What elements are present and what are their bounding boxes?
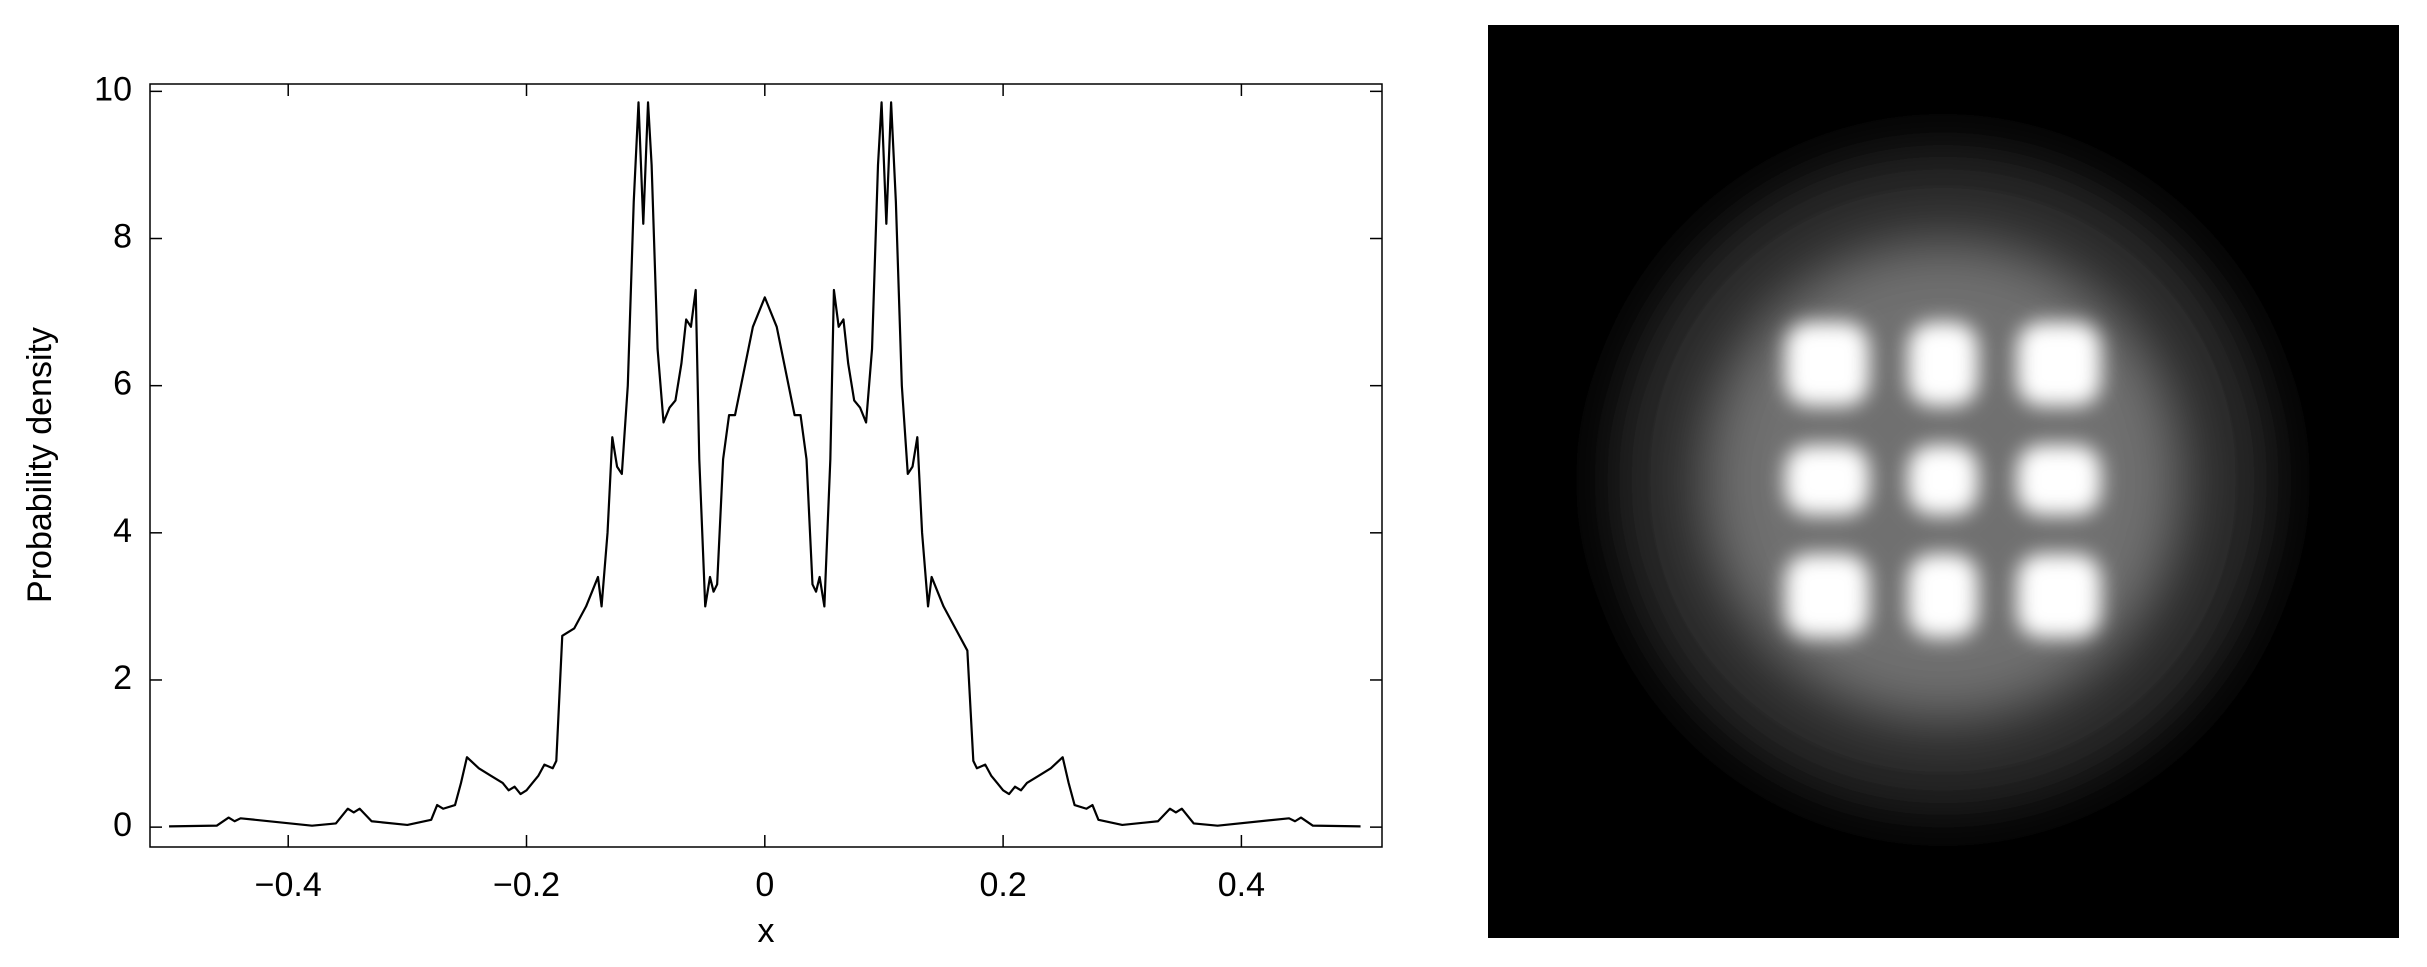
y-tick-label: 6 xyxy=(113,365,132,403)
y-tick-label: 4 xyxy=(113,512,132,550)
x-tick-label: 0.4 xyxy=(1218,866,1265,904)
x-tick-label: 0.2 xyxy=(979,866,1026,904)
x-axis-label: x xyxy=(758,912,775,950)
x-tick-label: −0.4 xyxy=(255,866,322,904)
x-tick-label: 0 xyxy=(755,866,774,904)
density-image xyxy=(1488,25,2399,938)
line-series xyxy=(169,101,1361,828)
y-tick-label: 8 xyxy=(113,217,132,255)
plot-frame xyxy=(149,83,1383,848)
y-tick-label: 10 xyxy=(94,70,132,108)
x-tick-label: −0.2 xyxy=(493,866,560,904)
y-axis-label: Probability density xyxy=(21,327,59,603)
y-tick-label: 0 xyxy=(113,806,132,844)
y-tick-label: 2 xyxy=(113,659,132,697)
